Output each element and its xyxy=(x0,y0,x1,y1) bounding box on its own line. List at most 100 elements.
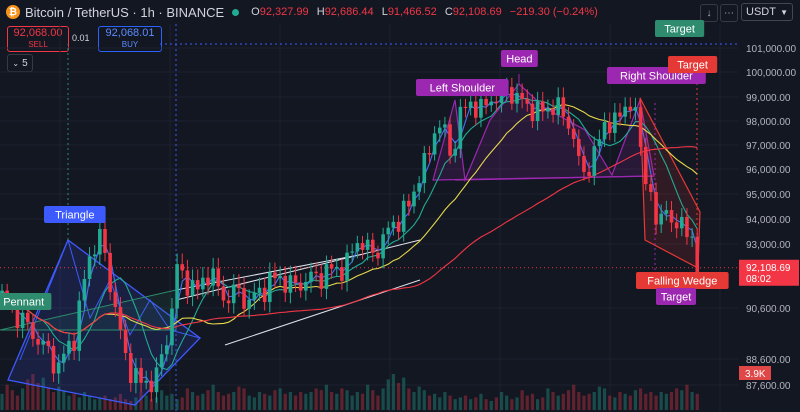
candle-body xyxy=(391,221,396,228)
volume-bar xyxy=(669,392,674,410)
candle-body xyxy=(98,228,102,255)
volume-bar xyxy=(541,397,545,410)
head-shoulders-pattern xyxy=(432,83,655,183)
volume-bar xyxy=(330,392,334,410)
candle-body xyxy=(237,284,241,289)
candle-body xyxy=(602,121,607,140)
candle-body xyxy=(448,124,452,156)
candle-body xyxy=(31,322,35,339)
candle-body xyxy=(195,280,200,290)
target-top-label: Target xyxy=(655,20,705,37)
candle-body xyxy=(690,236,694,238)
high-value: 92,686.44 xyxy=(324,6,374,18)
candle-body xyxy=(540,101,545,112)
dots-menu-icon[interactable]: ⋯ xyxy=(720,4,738,22)
volume-bar xyxy=(31,374,35,410)
candle-body xyxy=(51,345,56,374)
volume-badge-text: 3.9K xyxy=(745,369,766,380)
volume-bar xyxy=(695,393,699,410)
candle-body xyxy=(190,280,195,296)
candle-body xyxy=(165,345,169,355)
candle-body xyxy=(494,101,499,103)
candle-body xyxy=(587,171,591,176)
candle-body xyxy=(463,106,468,109)
candle-body xyxy=(56,362,61,374)
candle-body xyxy=(432,133,437,155)
candle-body xyxy=(453,148,457,156)
volume-bar xyxy=(180,397,184,410)
volume-bar xyxy=(422,390,426,410)
candle-body xyxy=(664,210,669,214)
candle-body xyxy=(201,277,205,290)
volume-bar xyxy=(67,395,71,410)
volume-bar xyxy=(582,395,586,410)
candle-body xyxy=(180,264,185,271)
volume-bar xyxy=(170,393,174,410)
pattern-labels: Triangle Pennant Head Left Shoulder Right Sh… xyxy=(0,20,729,310)
volume-bar xyxy=(144,395,148,410)
volume-bar xyxy=(433,393,437,410)
candle-body xyxy=(262,287,267,303)
volume-bar xyxy=(175,399,179,410)
price-tick-label: 94,000.00 xyxy=(746,215,791,226)
candle-body xyxy=(20,312,25,329)
candle-body xyxy=(695,236,700,272)
target-top-label-text: Target xyxy=(664,24,695,36)
volume-bar xyxy=(46,388,50,410)
candle-body xyxy=(613,112,617,133)
volume-bar xyxy=(10,390,14,410)
volume-bar xyxy=(335,393,339,410)
arrow-down-icon[interactable]: ↓ xyxy=(700,4,718,22)
volume-bar xyxy=(87,395,92,410)
volume-bar xyxy=(185,388,189,410)
candle-body xyxy=(443,124,447,128)
candle-body xyxy=(185,270,190,296)
spread-value: 0.01 xyxy=(72,33,90,43)
price-tick-label: 88,600.00 xyxy=(746,355,791,366)
volume-bar xyxy=(530,393,535,410)
last-price-text: 92,108.69 xyxy=(746,263,791,274)
last-price-badge xyxy=(739,259,799,286)
volume-bar xyxy=(165,395,169,410)
volume-bar xyxy=(494,397,498,410)
volume-bar xyxy=(407,388,411,410)
candle-body xyxy=(283,276,288,293)
candle-body xyxy=(360,243,365,250)
volume-bar xyxy=(5,384,9,410)
target-right-label: Target xyxy=(668,56,718,73)
head-label-bg xyxy=(501,50,538,67)
buy-label: BUY xyxy=(121,40,139,49)
candle-body xyxy=(680,216,684,229)
volume-bar xyxy=(577,392,581,410)
candle-body xyxy=(638,107,643,147)
volume-bar xyxy=(536,399,540,410)
volume-bar xyxy=(160,390,164,410)
volume-bar xyxy=(499,392,504,410)
volume-bar xyxy=(427,395,432,410)
candle-body xyxy=(288,275,293,293)
candle-body xyxy=(633,107,638,111)
price-axis[interactable]: 101,000.00 100,000.00 99,000.00 98,000.00 97… xyxy=(738,24,800,412)
volume-bar xyxy=(98,397,102,410)
buy-button[interactable]: 92,068.01 BUY xyxy=(98,26,162,52)
price-tick-label: 98,000.00 xyxy=(746,117,791,128)
triangle-label-bg xyxy=(44,206,106,223)
candle-body xyxy=(510,87,514,104)
candle-body xyxy=(643,146,648,185)
volume-bar xyxy=(458,397,462,410)
price-tick-label: 95,000.00 xyxy=(746,190,791,201)
volume-bar xyxy=(340,388,344,410)
candle-body xyxy=(149,380,154,393)
candle-body xyxy=(376,252,380,259)
volume-bar xyxy=(386,379,390,410)
volume-bar xyxy=(206,390,210,410)
sell-button[interactable]: 92,068.00 SELL xyxy=(7,26,69,52)
symbol-title[interactable]: Bitcoin / TetherUS · 1h · BINANCE xyxy=(25,4,225,20)
currency-select[interactable]: USDT ▼ xyxy=(741,3,793,21)
volume-bar xyxy=(360,393,365,410)
target-bottom-label-bg xyxy=(656,288,696,305)
volume-bar xyxy=(633,390,638,410)
volume-badge xyxy=(739,366,771,380)
volume-bar xyxy=(463,395,468,410)
